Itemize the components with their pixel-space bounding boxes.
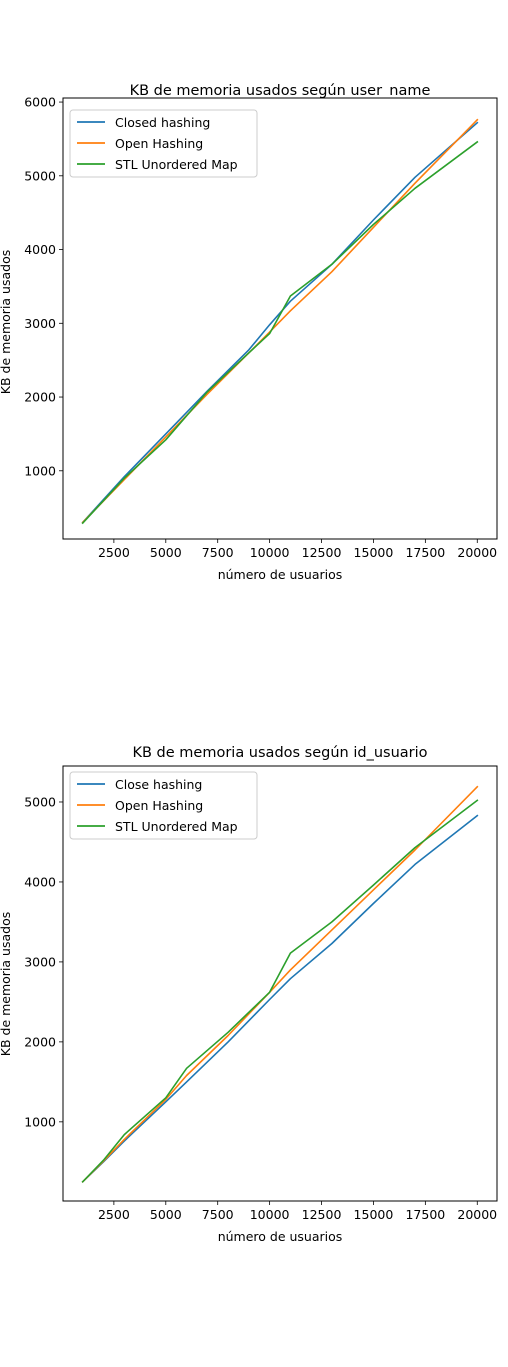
- x-tick-label: 5000: [150, 545, 182, 560]
- legend: Closed hashing Open Hashing STL Unordere…: [69, 109, 258, 178]
- x-axis-label: número de usuarios: [218, 1229, 343, 1244]
- y-ticks: 1000 2000 3000 4000 5000: [24, 794, 63, 1129]
- x-tick-label: 20000: [457, 1207, 497, 1222]
- plot-frame: [62, 765, 498, 1202]
- y-axis-label: KB de memoria usados: [0, 912, 13, 1056]
- chart-id-usuario: KB de memoria usados según id_usuario nú…: [0, 745, 498, 1244]
- x-axis-label: número de usuarios: [218, 567, 343, 582]
- y-ticks: 1000 2000 3000 4000 5000 6000: [24, 95, 63, 478]
- x-tick-label: 17500: [405, 545, 445, 560]
- series-line-1: [81, 785, 479, 1183]
- series-line-2: [81, 799, 479, 1183]
- x-tick-label: 2500: [98, 545, 130, 560]
- y-tick-label: 1000: [24, 463, 56, 478]
- y-tick-label: 3000: [24, 954, 56, 969]
- x-tick-label: 10000: [250, 1207, 290, 1222]
- x-tick-label: 12500: [302, 545, 342, 560]
- legend-box: [69, 771, 258, 840]
- legend-box: [69, 109, 258, 178]
- x-ticks: 2500 5000 7500 10000 12500 15000 17500 20000: [98, 1201, 497, 1222]
- chart-title: KB de memoria usados según user_name: [130, 83, 431, 99]
- x-tick-label: 2500: [98, 1207, 130, 1222]
- x-ticks: 2500 5000 7500 10000 12500 15000 17500 20000: [98, 539, 497, 560]
- x-tick-label: 5000: [150, 1207, 182, 1222]
- x-tick-label: 17500: [405, 1207, 445, 1222]
- plot-frame: [62, 97, 498, 540]
- y-axis-label: KB de memoria usados: [0, 250, 13, 394]
- y-tick-label: 2000: [24, 1034, 56, 1049]
- legend-label: Open Hashing: [115, 798, 203, 813]
- y-tick-label: 4000: [24, 874, 56, 889]
- y-tick-label: 4000: [24, 242, 56, 257]
- series-lines: [81, 785, 479, 1183]
- legend: Close hashing Open Hashing STL Unordered…: [69, 771, 258, 840]
- y-tick-label: 1000: [24, 1114, 56, 1129]
- legend-label: Close hashing: [115, 777, 202, 792]
- legend-label: STL Unordered Map: [115, 157, 238, 172]
- y-tick-label: 2000: [24, 390, 56, 405]
- legend-label: STL Unordered Map: [115, 819, 238, 834]
- series-line-2: [81, 140, 479, 525]
- chart-title: KB de memoria usados según id_usuario: [132, 745, 427, 761]
- legend-label: Closed hashing: [115, 115, 210, 130]
- y-tick-label: 5000: [24, 168, 56, 183]
- x-tick-label: 15000: [354, 545, 394, 560]
- x-tick-label: 7500: [202, 1207, 234, 1222]
- x-tick-label: 15000: [354, 1207, 394, 1222]
- x-tick-label: 12500: [302, 1207, 342, 1222]
- legend-label: Open Hashing: [115, 136, 203, 151]
- x-tick-label: 20000: [457, 545, 497, 560]
- x-tick-label: 7500: [202, 545, 234, 560]
- y-tick-label: 6000: [24, 95, 56, 110]
- chart-user-name: KB de memoria usados según user_name núm…: [0, 83, 498, 582]
- x-tick-label: 10000: [250, 545, 290, 560]
- y-tick-label: 3000: [24, 316, 56, 331]
- y-tick-label: 5000: [24, 794, 56, 809]
- series-line-0: [81, 814, 479, 1183]
- series-lines: [81, 118, 479, 525]
- series-line-0: [81, 121, 479, 524]
